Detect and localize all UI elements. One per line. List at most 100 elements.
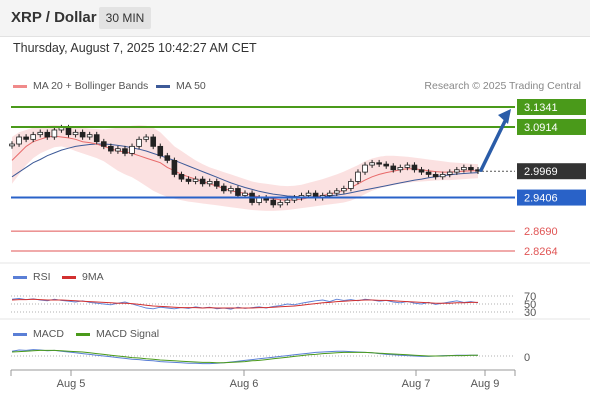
macd-signal-swatch (76, 332, 90, 336)
ma50-swatch (156, 84, 170, 88)
candle-body (115, 148, 121, 152)
time-axis-tick-label: Aug 5 (57, 378, 86, 390)
support-label-4: 2.8690 (524, 226, 558, 238)
candle-body (178, 174, 185, 180)
candle-body (277, 202, 284, 206)
ma50-line (11, 143, 479, 198)
candle-body (129, 145, 135, 154)
candle-body (72, 131, 79, 136)
candle-body (348, 181, 354, 189)
resistance-label-0: 3.1341 (524, 102, 558, 114)
legend-rsi-ma: 9MA (62, 271, 104, 283)
legend-macd-signal: MACD Signal (76, 328, 159, 340)
candle-body (390, 165, 397, 171)
rsi-swatch (13, 275, 27, 279)
candle-body (93, 134, 100, 143)
candle-body (108, 145, 114, 152)
candle-body (143, 136, 149, 140)
candle-body (446, 171, 453, 175)
current-price-tag (517, 163, 586, 180)
timestamp: Thursday, August 7, 2025 10:42:27 AM CET (13, 41, 257, 55)
ma20-swatch (13, 84, 27, 88)
rsi-ma-swatch (62, 275, 76, 279)
legend-ma20-bollinger: MA 20 + Bollinger Bands (13, 80, 148, 92)
candle-body (192, 178, 199, 182)
candle-body (235, 188, 241, 196)
time-axis-tick-label: Aug 6 (230, 378, 259, 390)
candle-body (213, 181, 220, 187)
legend-ma50: MA 50 (156, 80, 206, 92)
candle-body (418, 169, 425, 173)
candle-body (425, 171, 432, 175)
candle-body (79, 131, 86, 138)
chart-title: XRP / Dollar (11, 9, 97, 26)
macd-signal-line (11, 349, 478, 364)
candle-body (397, 167, 404, 171)
interval-button[interactable]: 30 MIN (99, 7, 151, 29)
legend-rsi: RSI (13, 271, 51, 283)
candle-body (362, 164, 368, 173)
candle-body (157, 145, 164, 157)
legend-macd: MACD (13, 328, 64, 340)
candle-body (122, 148, 128, 154)
candle-body (305, 192, 312, 196)
candle-body (242, 192, 248, 196)
candle-body (284, 199, 291, 203)
resistance-label-1: 3.0914 (524, 122, 558, 134)
research-credit: Research © 2025 Trading Central (424, 80, 581, 92)
candle-body (185, 178, 192, 182)
forecast-arrow-head (498, 109, 511, 124)
candle-body (454, 169, 460, 173)
candle-body (44, 131, 51, 138)
candle-body (355, 171, 361, 182)
candle-body (326, 192, 333, 196)
macd-tick-0: 0 (524, 352, 530, 364)
resistance-tag-1 (517, 118, 586, 135)
candle-body (171, 159, 178, 175)
support-label-3: 2.9406 (524, 193, 558, 205)
candle-body (199, 178, 206, 185)
candle-body (23, 136, 29, 140)
candle-body (411, 164, 418, 171)
candle-body (51, 129, 58, 138)
candle-body (270, 199, 277, 206)
time-axis-tick-label: Aug 9 (471, 378, 500, 390)
candle-body (150, 136, 157, 147)
candle-body (461, 167, 467, 171)
candle-body (341, 188, 347, 192)
support-label-5: 2.8264 (524, 246, 558, 258)
forecast-arrow-shaft (479, 115, 509, 172)
candle-body (333, 190, 340, 194)
rsi-tick-70: 70 (524, 291, 536, 303)
candle-body (9, 143, 15, 147)
candle-body (86, 134, 93, 138)
candle-body (164, 155, 171, 161)
candle-body (439, 174, 446, 178)
candle-body (136, 138, 142, 147)
time-axis-tick-label: Aug 7 (402, 378, 431, 390)
legend-rsi-label: RSI (33, 271, 51, 283)
legend-macd-signal-label: MACD Signal (96, 328, 160, 340)
candle-body (376, 162, 382, 165)
candle-body (58, 127, 65, 131)
candle-body (16, 136, 22, 145)
candle-body (65, 127, 72, 136)
chart-header: XRP / Dollar 30 MIN (0, 0, 590, 37)
current-price-label: 2.9969 (524, 166, 558, 178)
candle-body (432, 174, 439, 178)
rsi-ma-line (11, 298, 478, 309)
macd-line (11, 349, 478, 365)
resistance-tag-0 (517, 99, 586, 115)
candle-body (228, 188, 234, 192)
candle-body (369, 162, 375, 166)
price-candles (9, 124, 481, 208)
support-tag-3 (517, 189, 586, 206)
candle-body (468, 167, 474, 171)
rsi-tick-30: 30 (524, 307, 536, 319)
legend-ma20-label: MA 20 + Bollinger Bands (33, 80, 149, 92)
legend-macd-label: MACD (33, 328, 64, 340)
candle-body (221, 185, 227, 192)
macd-swatch (13, 332, 27, 336)
candle-body (30, 134, 36, 140)
